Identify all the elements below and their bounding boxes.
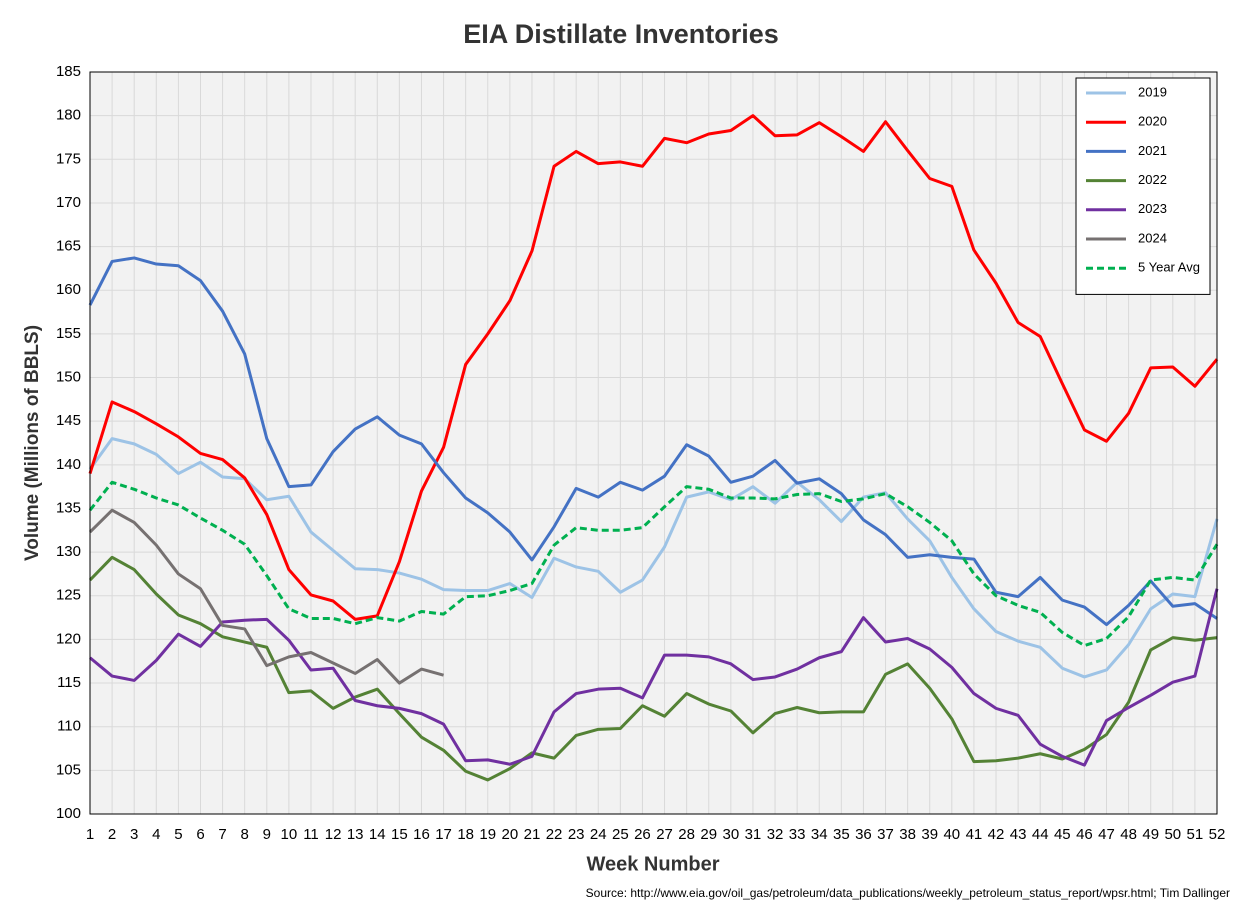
x-tick-label: 3	[130, 826, 138, 843]
y-tick-label: 155	[56, 325, 81, 342]
x-tick-label: 19	[479, 826, 496, 843]
x-tick-label: 47	[1098, 826, 1115, 843]
x-tick-label: 15	[391, 826, 408, 843]
x-tick-label: 36	[855, 826, 872, 843]
x-tick-label: 49	[1142, 826, 1159, 843]
x-tick-label: 46	[1076, 826, 1093, 843]
plot-border	[89, 71, 1218, 815]
grid: 1001051101151201251301351401451501551601…	[56, 63, 1225, 843]
source-note: Source: http://www.eia.gov/oil_gas/petro…	[586, 886, 1230, 900]
x-tick-label: 37	[877, 826, 894, 843]
x-tick-label: 41	[966, 826, 983, 843]
legend-label: 2023	[1138, 201, 1167, 216]
legend-box	[1075, 77, 1211, 295]
y-tick-label: 185	[56, 63, 81, 80]
legend-label: 2021	[1138, 143, 1167, 158]
x-axis-label: Week Number	[586, 853, 719, 875]
x-tick-label: 7	[218, 826, 226, 843]
x-tick-label: 43	[1010, 826, 1027, 843]
y-tick-label: 100	[56, 805, 81, 822]
x-tick-label: 25	[612, 826, 629, 843]
y-tick-label: 175	[56, 150, 81, 167]
y-tick-label: 115	[57, 674, 81, 691]
x-tick-label: 35	[833, 826, 850, 843]
x-tick-label: 9	[263, 826, 271, 843]
x-tick-label: 5	[174, 826, 182, 843]
y-tick-label: 160	[56, 281, 81, 298]
x-tick-label: 48	[1120, 826, 1137, 843]
x-tick-label: 11	[303, 826, 319, 843]
x-tick-label: 32	[767, 826, 784, 843]
chart-title: EIA Distillate Inventories	[463, 19, 779, 49]
y-tick-label: 180	[56, 107, 81, 124]
x-tick-label: 26	[634, 826, 651, 843]
series-line	[88, 508, 444, 685]
x-tick-label: 40	[943, 826, 960, 843]
x-tick-label: 34	[811, 826, 828, 843]
x-tick-label: 39	[921, 826, 938, 843]
x-tick-label: 17	[435, 826, 452, 843]
x-tick-label: 42	[988, 826, 1005, 843]
y-axis-label: Volume (Millions of BBLS)	[22, 325, 43, 561]
x-tick-label: 24	[590, 826, 607, 843]
x-tick-label: 18	[457, 826, 474, 843]
x-tick-label: 10	[281, 826, 298, 843]
x-tick-label: 22	[546, 826, 563, 843]
series-line	[88, 480, 1219, 648]
legend: 2019 2020 2021 2022 2023 2024 5 Year Avg	[1075, 77, 1211, 295]
x-tick-label: 16	[413, 826, 430, 843]
y-tick-label: 150	[56, 368, 81, 385]
legend-label: 2022	[1138, 172, 1167, 187]
x-tick-label: 14	[369, 826, 386, 843]
x-tick-label: 8	[241, 826, 249, 843]
plot-area	[90, 72, 1217, 814]
x-tick-label: 28	[678, 826, 695, 843]
y-tick-label: 130	[56, 543, 81, 560]
x-tick-label: 6	[196, 826, 204, 843]
x-tick-label: 44	[1032, 826, 1049, 843]
legend-label: 2019	[1138, 84, 1167, 99]
y-tick-label: 145	[56, 412, 81, 429]
x-tick-label: 50	[1164, 826, 1181, 843]
x-tick-label: 1	[86, 826, 94, 843]
series-line	[89, 588, 1219, 767]
y-tick-label: 170	[56, 194, 81, 211]
series-line	[88, 256, 1218, 627]
series-line	[88, 114, 1219, 621]
series-line	[88, 555, 1218, 782]
x-tick-label: 13	[347, 826, 364, 843]
legend-label: 2024	[1138, 230, 1167, 245]
y-tick-label: 120	[56, 630, 81, 647]
x-tick-label: 51	[1187, 826, 1204, 843]
x-tick-label: 38	[899, 826, 916, 843]
y-tick-label: 165	[56, 238, 81, 255]
y-tick-label: 110	[57, 718, 81, 735]
x-tick-label: 52	[1209, 826, 1226, 843]
x-tick-label: 30	[722, 826, 739, 843]
y-tick-label: 135	[56, 499, 81, 516]
x-tick-label: 23	[568, 826, 585, 843]
x-tick-label: 4	[152, 826, 160, 843]
x-tick-label: 33	[789, 826, 806, 843]
legend-label: 2020	[1138, 114, 1167, 129]
x-tick-label: 21	[524, 826, 541, 843]
x-tick-label: 31	[745, 826, 762, 843]
x-tick-label: 20	[502, 826, 519, 843]
x-tick-label: 27	[656, 826, 673, 843]
legend-label: 5 Year Avg	[1138, 260, 1200, 275]
x-tick-label: 2	[108, 826, 116, 843]
y-tick-label: 125	[56, 587, 81, 604]
x-tick-label: 29	[700, 826, 717, 843]
x-tick-label: 12	[325, 826, 342, 843]
lines	[88, 114, 1219, 782]
series-line	[88, 437, 1219, 679]
x-tick-label: 45	[1054, 826, 1071, 843]
y-tick-label: 140	[56, 456, 81, 473]
y-tick-label: 105	[56, 761, 81, 778]
